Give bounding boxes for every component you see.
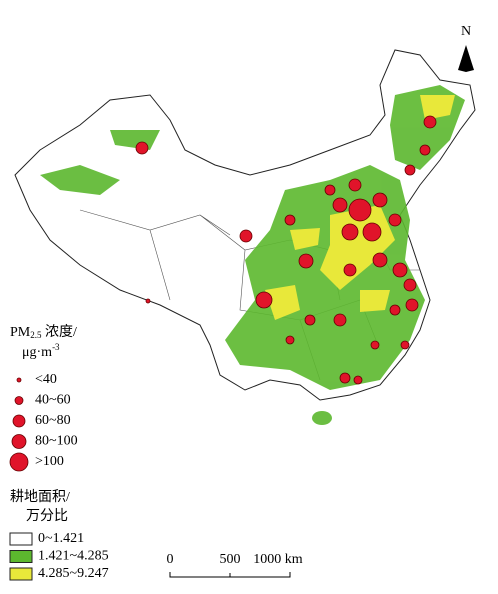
pm-legend-symbol (14, 396, 24, 405)
crop-legend-swatch (9, 550, 33, 563)
north-arrow (458, 45, 474, 72)
pm-legend: <40 40~60 60~80 80~100 >100 (9, 372, 78, 472)
unit-exp: -3 (52, 342, 60, 352)
crop-legend-title: 耕地面积/ (10, 488, 70, 505)
crop-legend-label: 1.421~4.285 (38, 549, 109, 564)
scale-label: 500 (220, 552, 241, 567)
scale-bar (169, 572, 291, 578)
crop-legend-label: 0~1.421 (38, 531, 84, 546)
pm-legend-label: 60~80 (35, 413, 71, 428)
pm-legend-symbol (9, 452, 29, 472)
pm-legend-symbol (11, 434, 27, 449)
city-markers (135, 115, 437, 385)
pm-title-rest: 浓度/ (41, 324, 76, 340)
north-label: N (461, 24, 471, 39)
pm-legend-label: <40 (35, 372, 57, 387)
pm-title-sub: 2.5 (30, 330, 42, 340)
pm-legend-unit: μg·m-3 (22, 342, 60, 360)
pm-legend-symbol (16, 377, 22, 383)
pm-legend-title: PM2.5 浓度/ (10, 324, 77, 340)
crop-legend-swatch (9, 532, 33, 546)
pm-title-main: PM (10, 325, 31, 340)
crop-legend: 0~1.421 1.421~4.285 4.285~9.247 (9, 531, 109, 581)
crop-legend-title: 万分比 (26, 508, 68, 524)
unit-base: μg·m (22, 345, 52, 360)
crop-legend-label: 4.285~9.247 (38, 566, 109, 581)
pm-legend-label: 40~60 (35, 393, 71, 408)
crop-legend-swatch (9, 567, 33, 581)
scale-label: 1000 km (253, 552, 303, 567)
pm-legend-symbol (12, 414, 26, 428)
scale-label: 0 (167, 552, 174, 567)
pm-legend-label: 80~100 (35, 434, 78, 449)
pm-legend-label: >100 (35, 454, 64, 469)
